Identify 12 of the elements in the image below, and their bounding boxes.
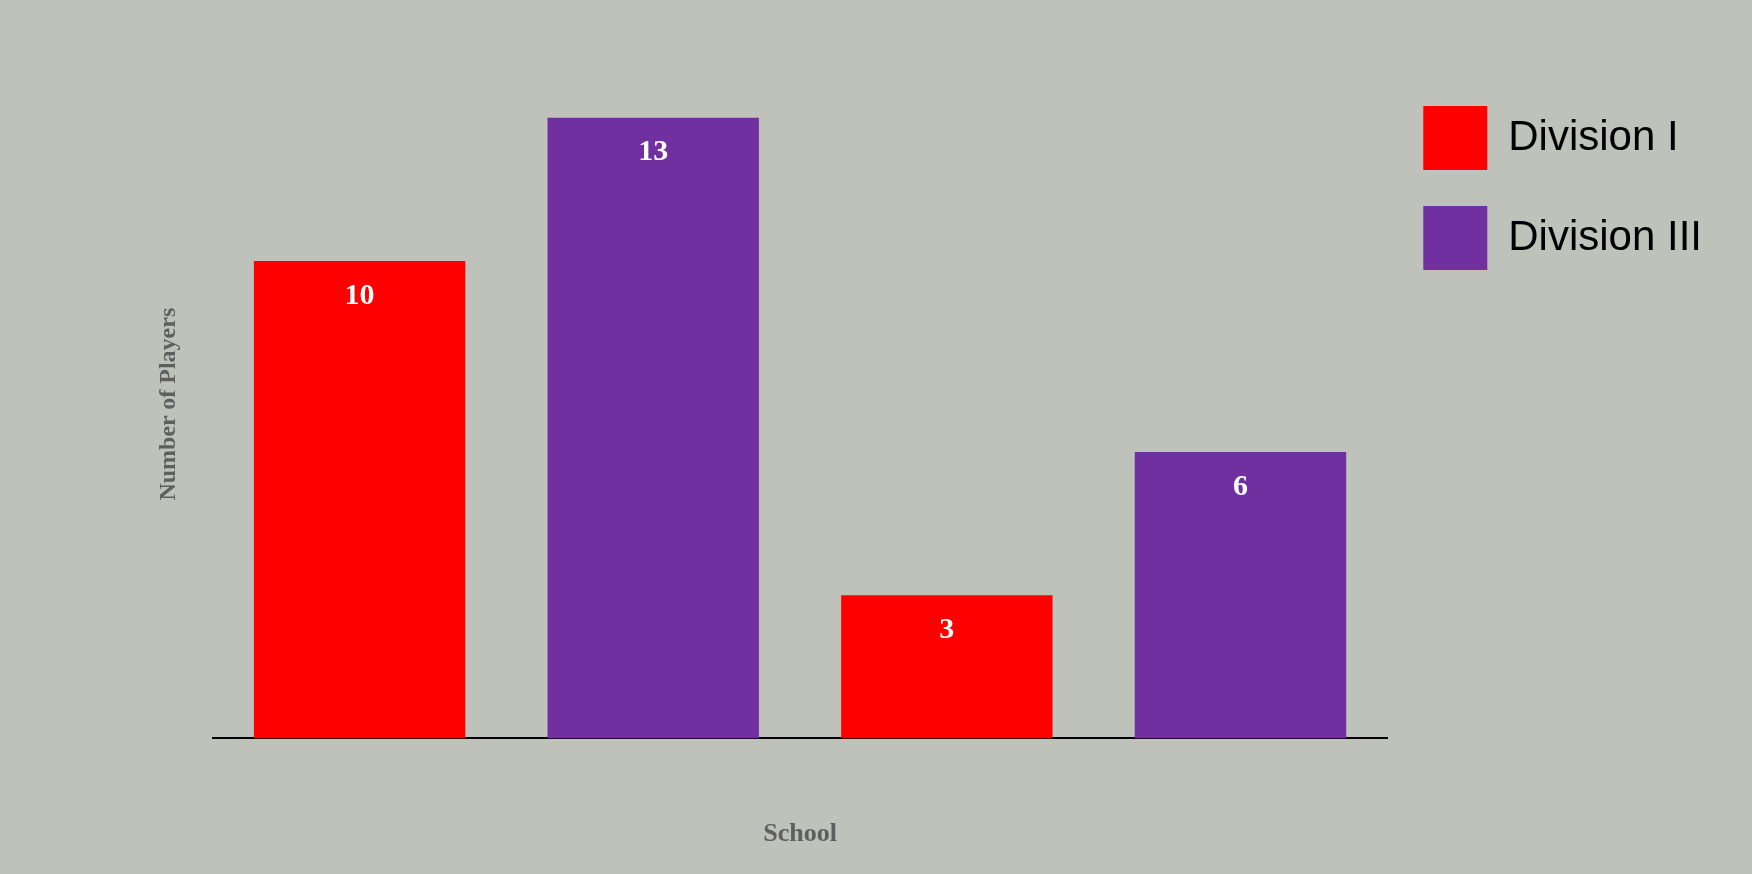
legend-label: Division I — [1508, 111, 1679, 159]
data-label: 3 — [939, 610, 955, 644]
legend-label: Division III — [1508, 211, 1702, 259]
y-axis-title: Number of Players — [153, 307, 180, 501]
data-label: 6 — [1232, 467, 1248, 501]
bar — [841, 595, 1053, 739]
bar — [547, 117, 759, 739]
data-label: 10 — [344, 276, 375, 310]
data-label: 13 — [638, 133, 669, 167]
bar — [1134, 451, 1347, 739]
x-axis-title: School — [763, 818, 837, 848]
bar — [253, 260, 466, 739]
